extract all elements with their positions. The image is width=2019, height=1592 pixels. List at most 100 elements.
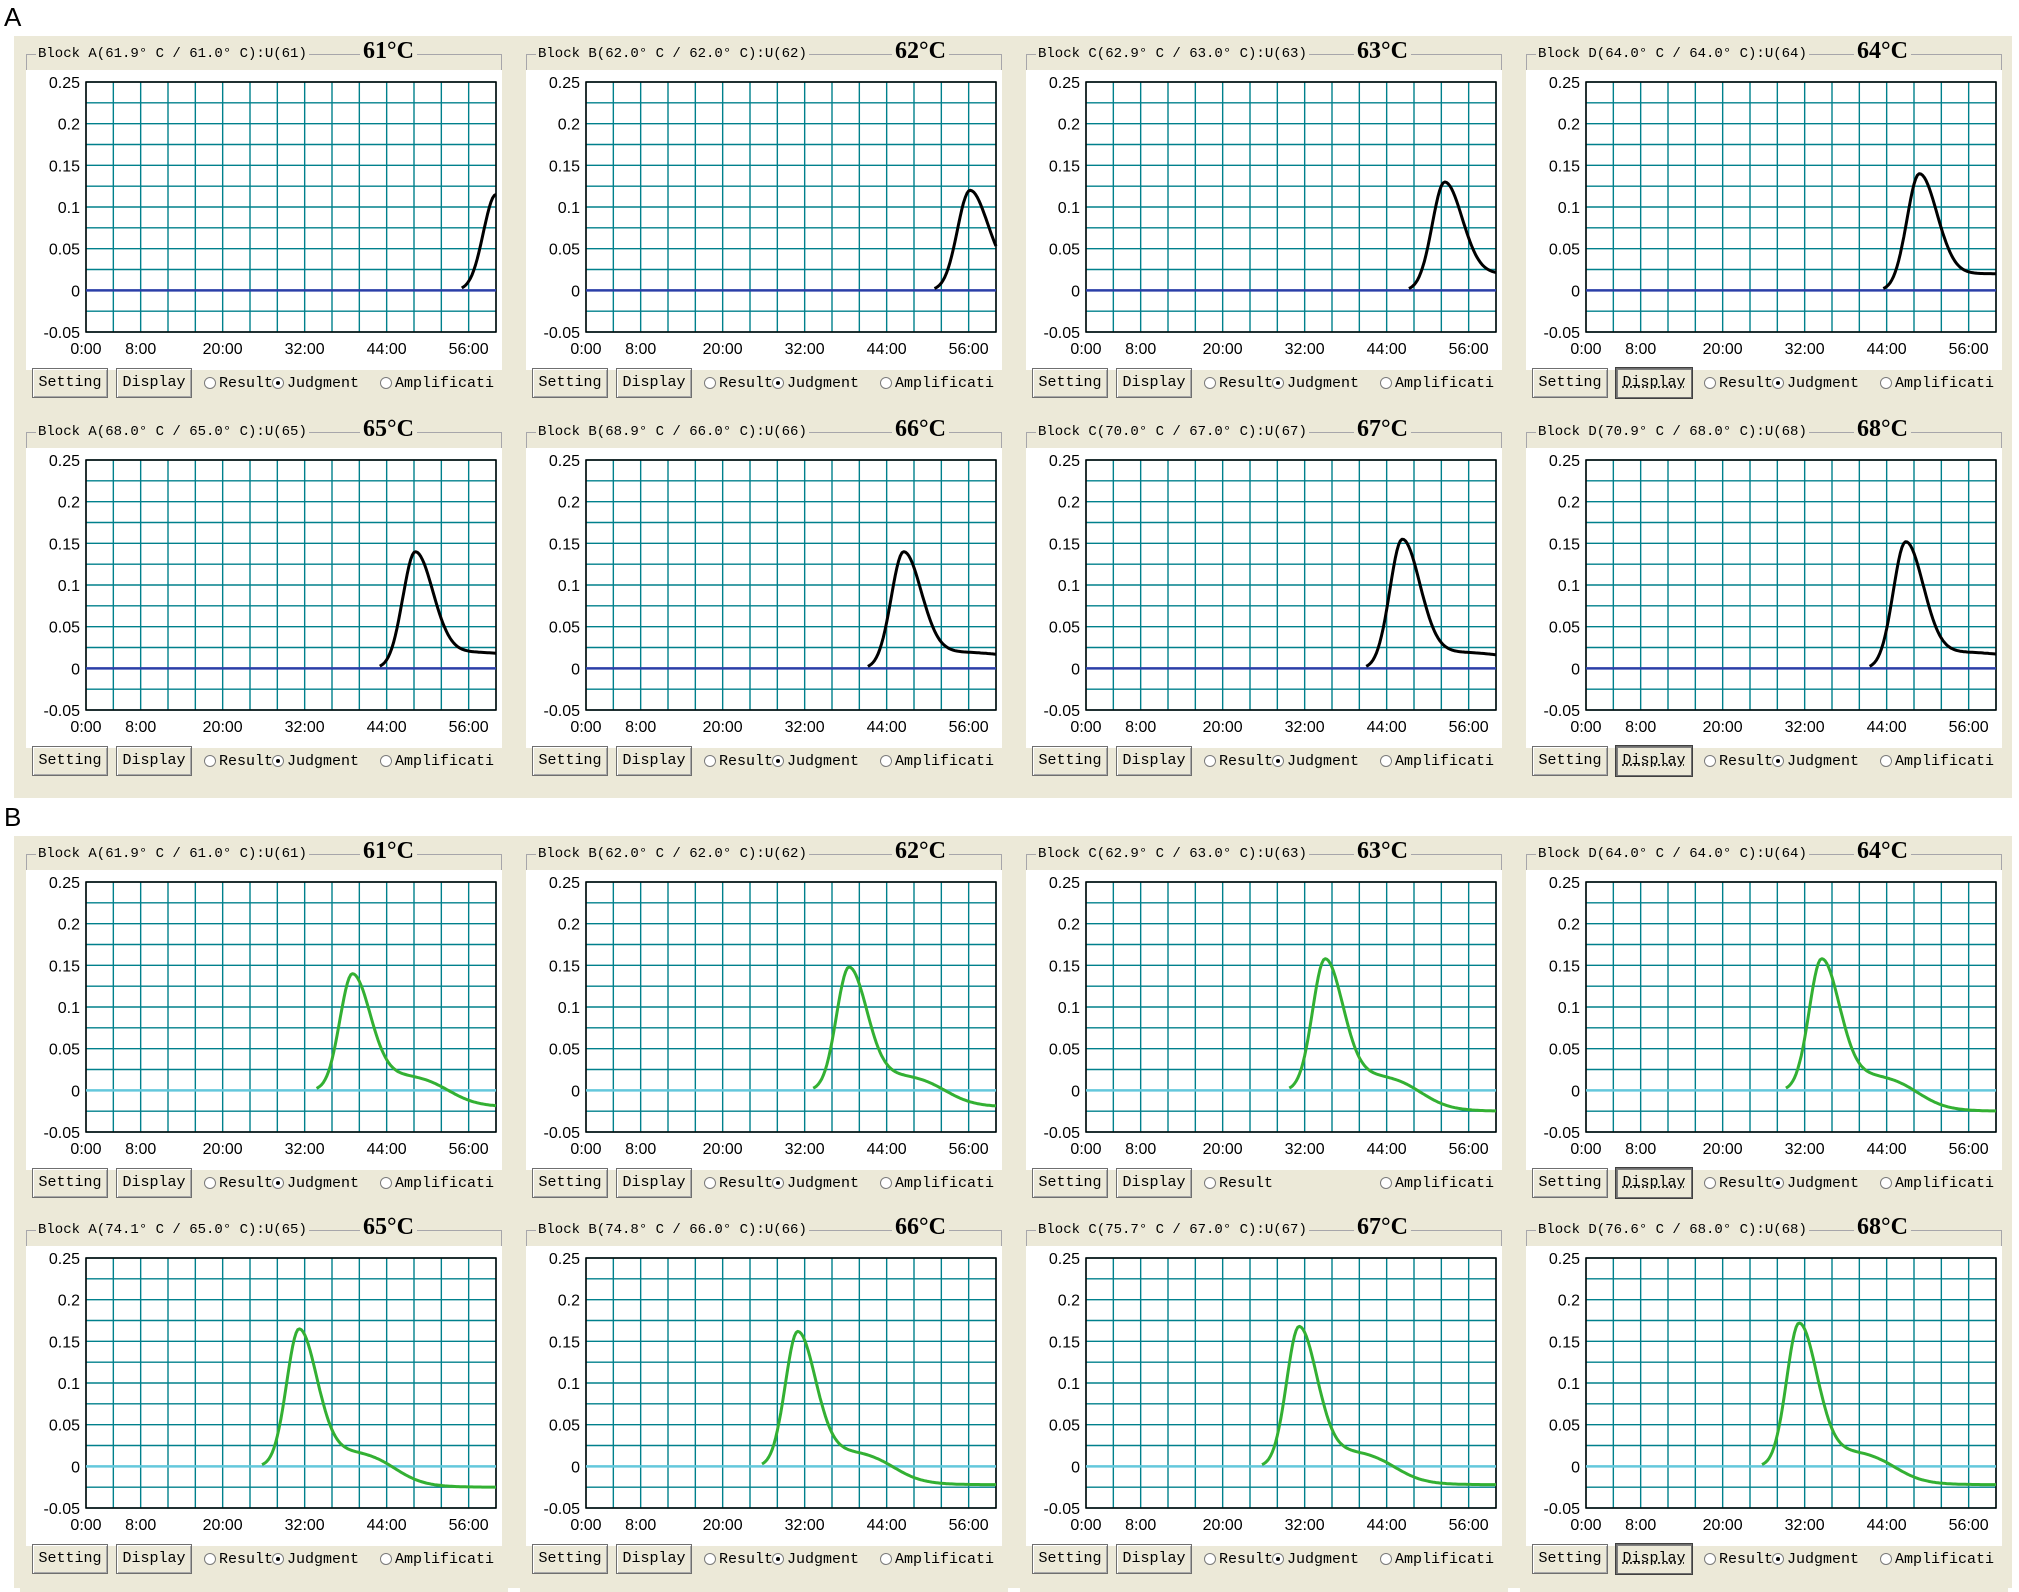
y-tick-label: 0.1 [1558, 1000, 1580, 1017]
setting-button[interactable]: Setting [532, 368, 608, 398]
setting-button[interactable]: Setting [1532, 746, 1608, 776]
display-button[interactable]: Display [1116, 1168, 1192, 1198]
result-radio[interactable]: Result [1704, 752, 1778, 772]
judgment-radio[interactable]: Judgment [272, 1174, 368, 1194]
judgment-radio[interactable]: Judgment [772, 1550, 868, 1570]
result-radio[interactable]: Result [1204, 1174, 1278, 1194]
amplification-radio[interactable]: Amplificati [1380, 374, 1504, 394]
y-tick-label: 0 [1071, 1459, 1080, 1476]
setting-button[interactable]: Setting [532, 1544, 608, 1574]
result-radio[interactable]: Result [1204, 752, 1278, 772]
judgment-radio[interactable]: Judgment [772, 752, 868, 772]
result-radio[interactable]: Result [1704, 1174, 1778, 1194]
judgment-radio[interactable]: Judgment [772, 1174, 868, 1194]
y-tick-label: 0.15 [549, 1334, 580, 1351]
judgment-radio[interactable]: Judgment [1272, 752, 1368, 772]
temperature-label: 62°C [892, 38, 949, 64]
amplification-curve [261, 1327, 496, 1489]
setting-button[interactable]: Setting [32, 746, 108, 776]
display-button[interactable]: Display [116, 1544, 192, 1574]
display-button[interactable]: Display [1616, 1544, 1692, 1574]
amplification-radio-label: Amplificati [895, 1175, 995, 1192]
amplification-radio[interactable]: Amplificati [1880, 374, 2004, 394]
judgment-radio[interactable]: Judgment [1272, 1550, 1368, 1570]
display-button[interactable]: Display [1116, 746, 1192, 776]
amplification-radio[interactable]: Amplificati [380, 374, 504, 394]
setting-button[interactable]: Setting [1532, 1544, 1608, 1574]
amplification-radio[interactable]: Amplificati [1880, 1550, 2004, 1570]
setting-button[interactable]: Setting [1032, 1544, 1108, 1574]
amplification-radio-label: Amplificati [1395, 1175, 1495, 1192]
amplification-radio[interactable]: Amplificati [1880, 1174, 2004, 1194]
result-radio[interactable]: Result [704, 1174, 778, 1194]
x-tick-label: 0:00 [70, 341, 101, 358]
display-button[interactable]: Display [1116, 1544, 1192, 1574]
setting-button[interactable]: Setting [532, 1168, 608, 1198]
judgment-radio[interactable]: Judgment [772, 374, 868, 394]
display-button[interactable]: Display [116, 746, 192, 776]
x-tick-label: 44:00 [867, 719, 907, 736]
judgment-radio[interactable]: Judgment [272, 374, 368, 394]
amplification-radio[interactable]: Amplificati [380, 1174, 504, 1194]
display-button[interactable]: Display [1616, 368, 1692, 398]
result-radio[interactable]: Result [1704, 374, 1778, 394]
setting-button[interactable]: Setting [32, 368, 108, 398]
amplification-radio[interactable]: Amplificati [880, 1550, 1004, 1570]
result-radio[interactable]: Result [1704, 1550, 1778, 1570]
amplification-radio[interactable]: Amplificati [380, 1550, 504, 1570]
display-button[interactable]: Display [1116, 368, 1192, 398]
x-tick-label: 32:00 [285, 341, 325, 358]
display-button[interactable]: Display [116, 1168, 192, 1198]
y-tick-label: 0.1 [558, 1376, 580, 1393]
judgment-radio[interactable]: Judgment [1772, 752, 1868, 772]
radio-circle-icon [204, 755, 216, 767]
judgment-radio[interactable]: Judgment [1272, 374, 1368, 394]
amplification-radio[interactable]: Amplificati [1380, 1550, 1504, 1570]
result-radio[interactable]: Result [204, 374, 278, 394]
result-radio[interactable]: Result [204, 1174, 278, 1194]
amplification-radio[interactable]: Amplificati [1380, 1174, 1504, 1194]
result-radio[interactable]: Result [704, 1550, 778, 1570]
result-radio[interactable]: Result [204, 1550, 278, 1570]
judgment-radio[interactable]: Judgment [272, 752, 368, 772]
result-radio[interactable]: Result [704, 752, 778, 772]
setting-button[interactable]: Setting [532, 746, 608, 776]
amplification-radio[interactable]: Amplificati [1880, 752, 2004, 772]
setting-button[interactable]: Setting [1032, 368, 1108, 398]
amplification-radio[interactable]: Amplificati [380, 752, 504, 772]
display-button[interactable]: Display [616, 1544, 692, 1574]
amplification-radio[interactable]: Amplificati [880, 374, 1004, 394]
y-tick-label: 0.15 [1049, 958, 1080, 975]
result-radio[interactable]: Result [1204, 1550, 1278, 1570]
judgment-radio[interactable]: Judgment [1772, 1174, 1868, 1194]
result-radio[interactable]: Result [1204, 374, 1278, 394]
setting-button[interactable]: Setting [1532, 1168, 1608, 1198]
setting-button[interactable]: Setting [1032, 1168, 1108, 1198]
display-button[interactable]: Display [616, 368, 692, 398]
x-tick-label: 0:00 [1070, 341, 1101, 358]
result-radio[interactable]: Result [204, 752, 278, 772]
setting-button[interactable]: Setting [1532, 368, 1608, 398]
setting-button[interactable]: Setting [32, 1544, 108, 1574]
amplification-radio[interactable]: Amplificati [1380, 752, 1504, 772]
display-button[interactable]: Display [116, 368, 192, 398]
result-radio[interactable]: Result [704, 374, 778, 394]
display-button[interactable]: Display [1616, 1168, 1692, 1198]
temperature-label: 67°C [1354, 1214, 1411, 1240]
display-button[interactable]: Display [616, 746, 692, 776]
amplification-curve [315, 972, 497, 1108]
result-radio-label: Result [1219, 1175, 1274, 1192]
y-tick-label: 0.25 [1049, 1251, 1080, 1268]
y-tick-label: 0.25 [49, 875, 80, 892]
panel-controls: Setting Display Result Judgment Amplificati [528, 368, 1004, 402]
setting-button[interactable]: Setting [32, 1168, 108, 1198]
judgment-radio[interactable]: Judgment [1772, 374, 1868, 394]
display-button[interactable]: Display [1616, 746, 1692, 776]
y-tick-label: 0.25 [549, 875, 580, 892]
judgment-radio[interactable]: Judgment [1772, 1550, 1868, 1570]
amplification-radio[interactable]: Amplificati [880, 752, 1004, 772]
amplification-radio[interactable]: Amplificati [880, 1174, 1004, 1194]
setting-button[interactable]: Setting [1032, 746, 1108, 776]
judgment-radio[interactable]: Judgment [272, 1550, 368, 1570]
display-button[interactable]: Display [616, 1168, 692, 1198]
